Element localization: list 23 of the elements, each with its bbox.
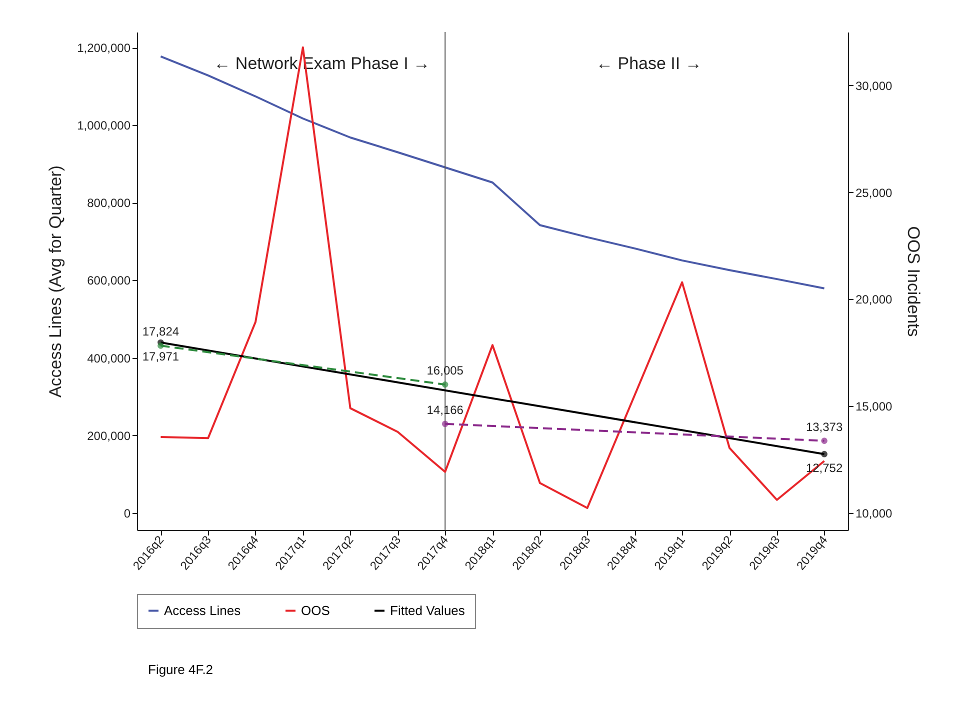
legend-label: OOS: [301, 602, 330, 618]
y-axis-title: Access Lines (Avg for Quarter): [46, 165, 66, 398]
caption: Figure 4F.2: [148, 662, 214, 677]
y2-tick-label: 15,000: [856, 400, 893, 414]
data-label: 17,824: [142, 324, 180, 339]
annotation: ← Phase II →: [596, 54, 702, 73]
y-tick-label: 1,200,000: [77, 41, 131, 56]
y2-tick-label: 10,000: [856, 506, 893, 520]
y2-tick-label: 25,000: [856, 186, 893, 200]
y2-tick-label: 30,000: [856, 78, 893, 93]
y-tick-label: 1,000,000: [77, 118, 131, 133]
data-label: 13,373: [806, 420, 843, 434]
legend-label: Access Lines: [164, 602, 242, 618]
y-tick-label: 600,000: [87, 274, 131, 288]
y-tick-label: 400,000: [87, 351, 131, 366]
y-tick-label: 800,000: [87, 196, 131, 210]
y-tick-label: 200,000: [87, 428, 131, 443]
y2-axis-title: OOS Incidents: [904, 226, 924, 337]
y-tick-label: 0: [124, 506, 131, 520]
y2-tick-label: 20,000: [856, 292, 893, 307]
line-series: [160, 55, 826, 290]
data-label: 17,971: [142, 350, 180, 364]
legend-label: Fitted Values: [390, 602, 466, 618]
